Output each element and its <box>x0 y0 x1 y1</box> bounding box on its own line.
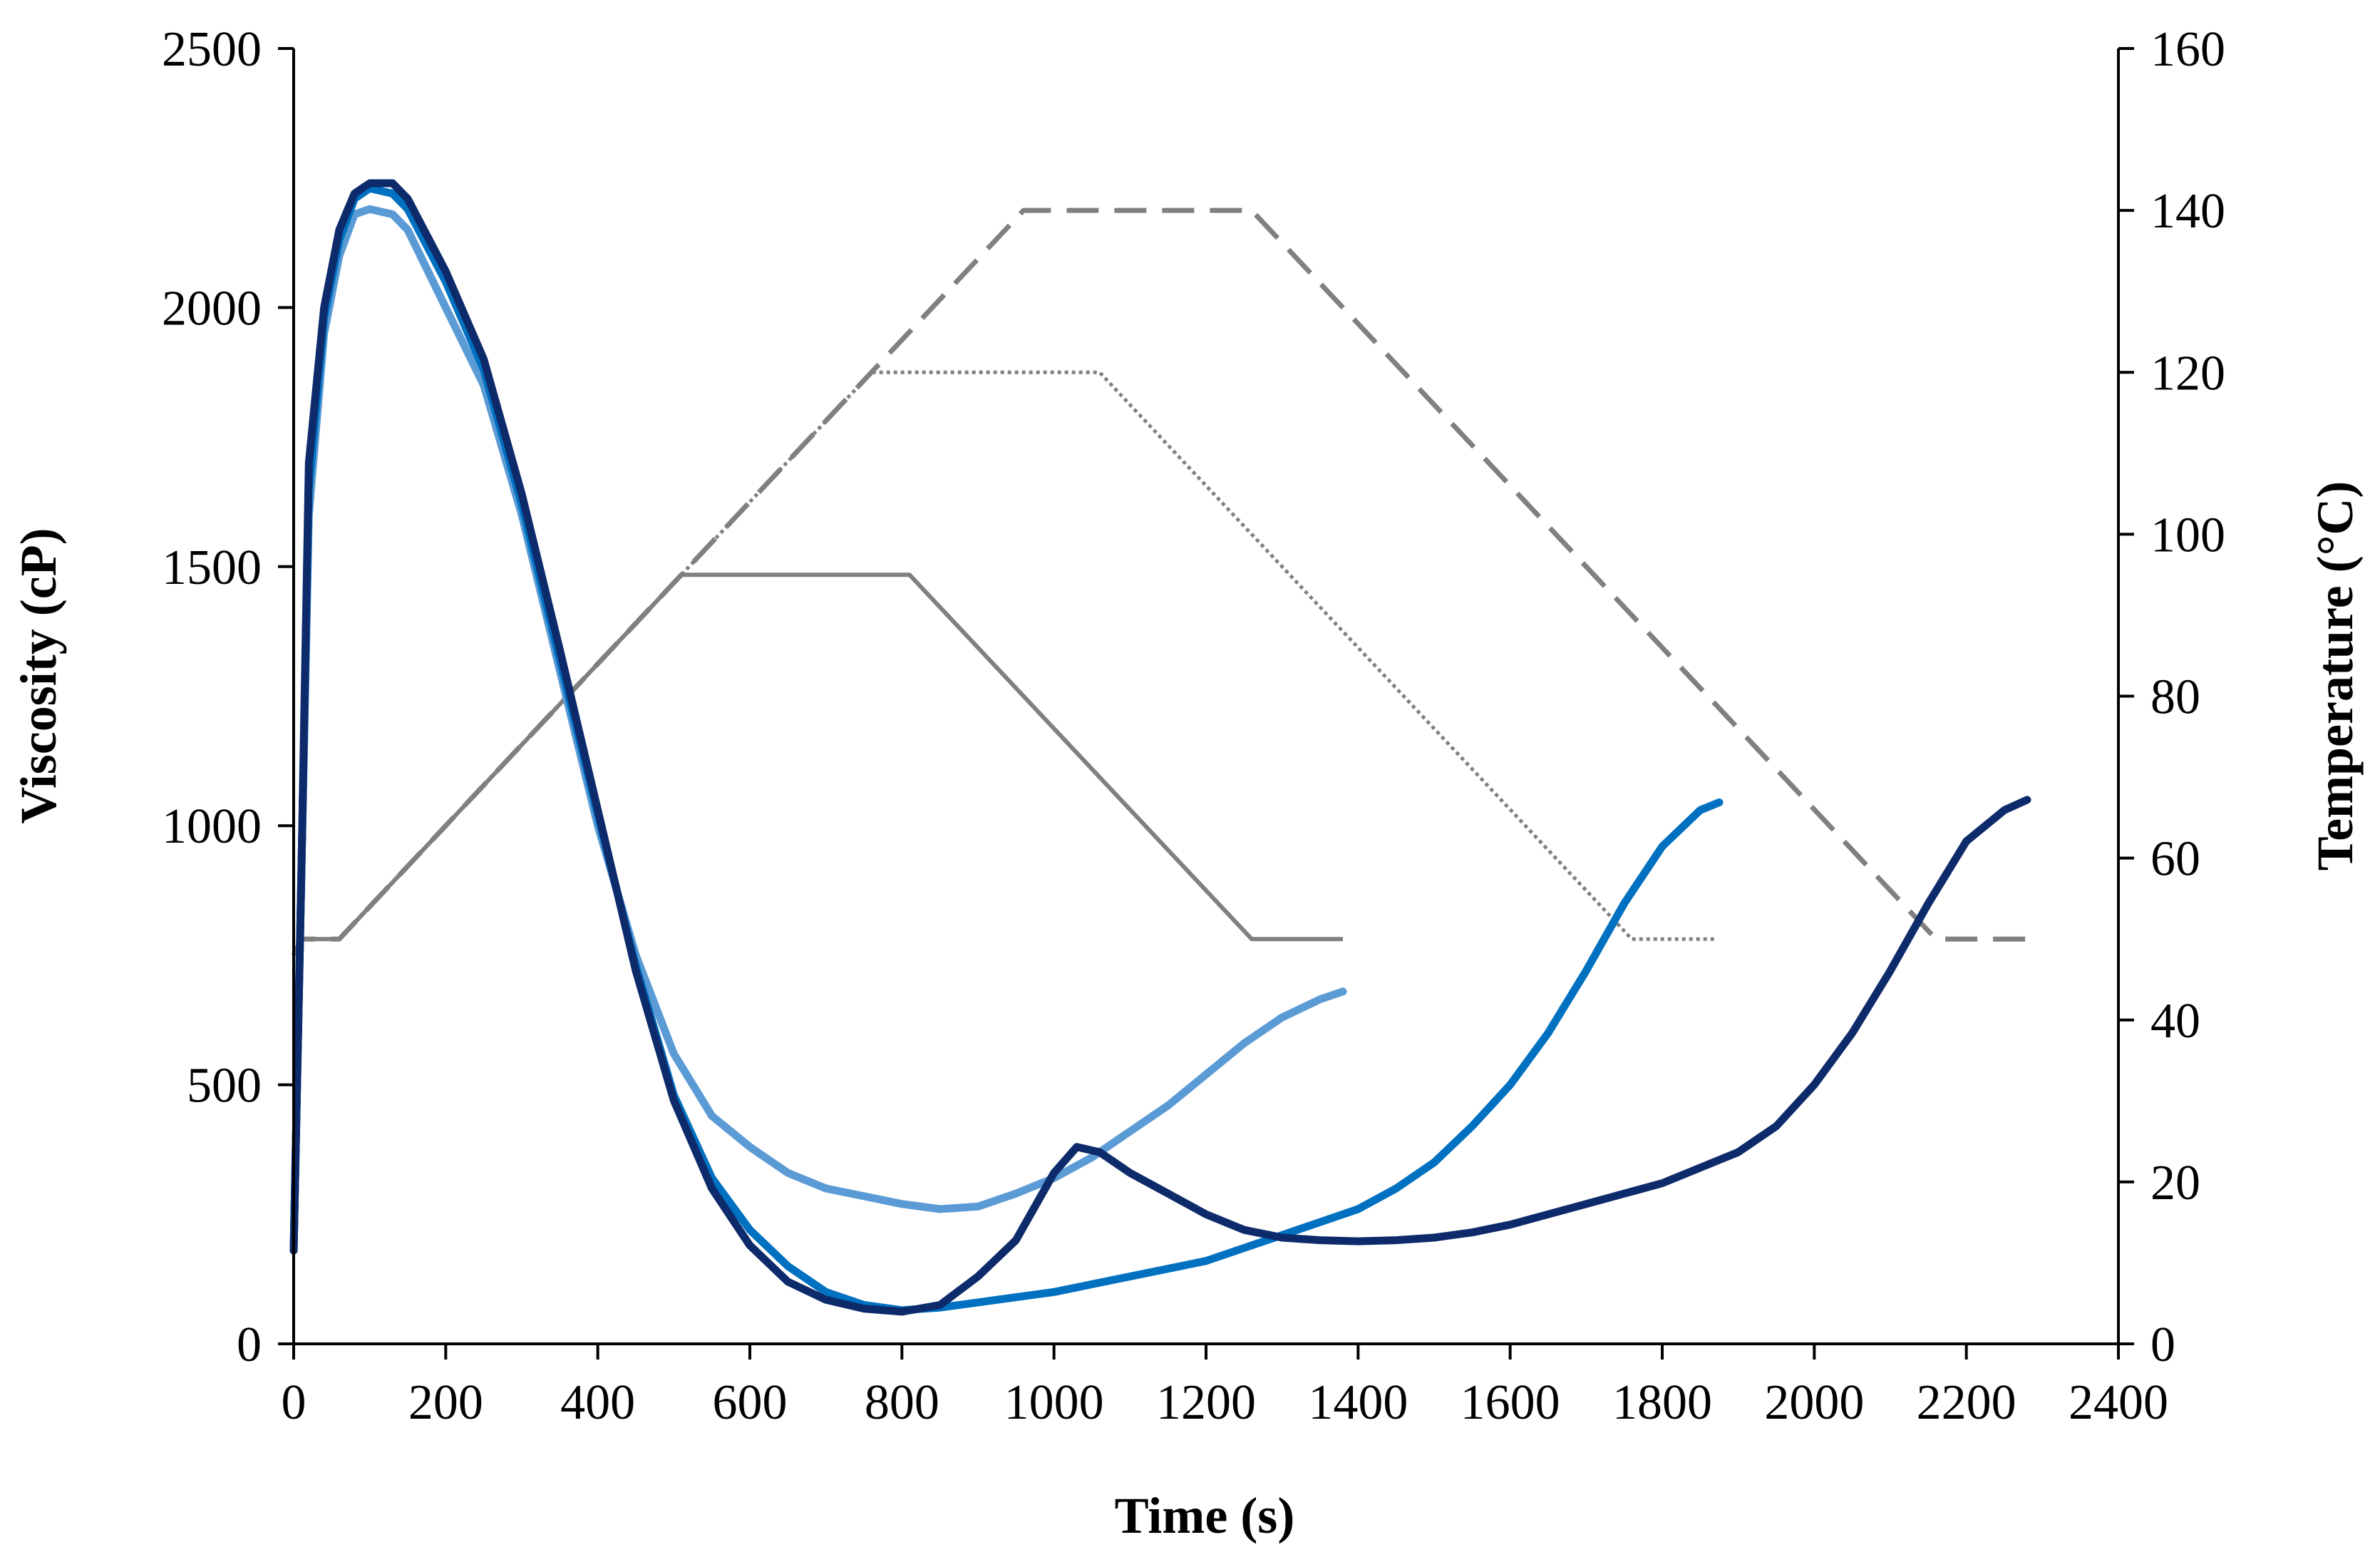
x-tick-label: 600 <box>713 1375 788 1430</box>
viscosity-series-group <box>289 179 2031 1316</box>
x-ticks-group: 0 200 400 600 800 1000 1200 1400 1600 1800 2000 220… <box>282 1344 2168 1430</box>
y-ticks-left-group: 0 500 1000 1500 2000 2500 <box>162 22 294 1372</box>
x-tick-label: 2200 <box>1917 1375 2016 1430</box>
x-axis-title: Time (s) <box>1115 1487 1295 1544</box>
x-tick-label: 0 <box>282 1375 306 1430</box>
y-axis-right-title: Temperature (°C) <box>2307 481 2364 871</box>
x-tick-label: 2000 <box>1764 1375 1864 1430</box>
y-axis-left-title: Viscosity (cP) <box>10 528 67 823</box>
y2-tick-label: 100 <box>2150 508 2225 562</box>
x-tick-label: 1800 <box>1612 1375 1712 1430</box>
y-tick-label: 2000 <box>162 281 262 336</box>
x-tick-label: 400 <box>560 1375 635 1430</box>
y-ticks-right-group: 0 20 40 60 80 100 120 140 160 <box>2118 22 2225 1372</box>
y2-tick-label: 40 <box>2150 994 2200 1049</box>
viscosity-line-3 <box>289 179 2031 1316</box>
x-tick-label: 800 <box>865 1375 939 1430</box>
viscosity-line-1 <box>289 205 1347 1255</box>
x-tick-label: 1200 <box>1156 1375 1256 1430</box>
x-tick-label: 200 <box>408 1375 483 1430</box>
x-tick-label: 1600 <box>1461 1375 1560 1430</box>
y-tick-label: 2500 <box>162 22 262 77</box>
x-tick-label: 1400 <box>1308 1375 1408 1430</box>
viscosity-line-2 <box>289 184 1724 1315</box>
y-tick-label: 1500 <box>162 540 262 595</box>
y2-tick-label: 160 <box>2150 22 2225 77</box>
y2-tick-label: 80 <box>2150 670 2200 725</box>
y-tick-label: 1000 <box>162 799 262 854</box>
y-tick-label: 0 <box>237 1317 262 1372</box>
y2-tick-label: 140 <box>2150 184 2225 239</box>
y2-tick-label: 0 <box>2150 1317 2175 1372</box>
y2-tick-label: 60 <box>2150 832 2200 887</box>
y2-tick-label: 120 <box>2150 346 2225 401</box>
temperature-line-solid <box>292 572 1343 957</box>
y2-tick-label: 20 <box>2150 1156 2200 1211</box>
x-tick-label: 1000 <box>1004 1375 1104 1430</box>
y-tick-label: 500 <box>187 1059 262 1114</box>
x-tick-label: 2400 <box>2069 1375 2168 1430</box>
temperature-series-group <box>291 207 2027 957</box>
